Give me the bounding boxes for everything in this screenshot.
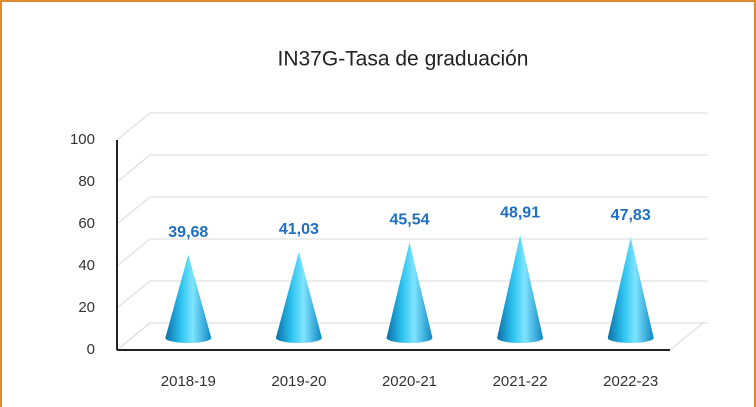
chart-title: IN37G-Tasa de graduación: [278, 48, 529, 71]
grid-line: [116, 322, 151, 351]
grid-line: [116, 238, 151, 267]
data-label: 48,91: [500, 205, 540, 222]
x-tick-label: 2020-21: [382, 373, 437, 390]
x-tick-label: 2018-19: [161, 373, 216, 390]
cone: [497, 235, 544, 343]
y-tick-label: 100: [70, 131, 95, 148]
y-tick-label: 40: [78, 257, 95, 274]
data-label: 41,03: [279, 221, 319, 238]
grid-line: [116, 112, 151, 141]
y-tick-label: 20: [78, 299, 95, 316]
x-tick-label: 2021-22: [493, 373, 548, 390]
grid-line: [116, 196, 151, 225]
cone: [165, 254, 212, 343]
y-tick-label: 60: [78, 215, 95, 232]
cone: [386, 242, 433, 343]
cone: [275, 251, 322, 343]
axis-depth: [669, 322, 704, 351]
cone: [607, 237, 654, 343]
data-label: 39,68: [168, 224, 208, 241]
x-tick-label: 2019-20: [271, 373, 326, 390]
data-label: 45,54: [389, 212, 429, 229]
data-label: 47,83: [611, 207, 651, 224]
x-tick-label: 2022-23: [603, 373, 658, 390]
y-tick-label: 0: [87, 341, 95, 358]
y-tick-label: 80: [78, 173, 95, 190]
grid-line: [116, 280, 151, 309]
grid-line: [116, 154, 151, 183]
